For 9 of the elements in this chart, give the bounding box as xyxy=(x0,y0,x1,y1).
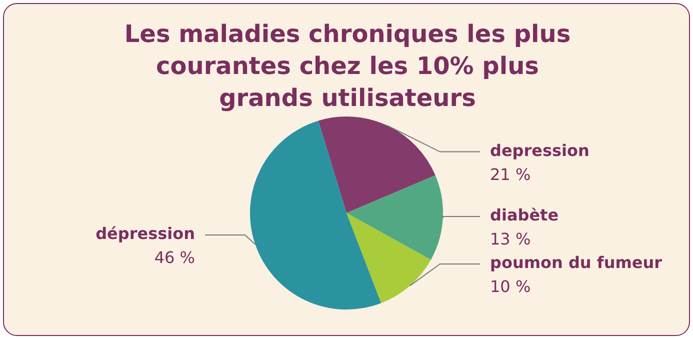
data-label: 10 % xyxy=(490,277,531,296)
slice-label: poumon du fumeur xyxy=(490,253,662,272)
data-label: 21 % xyxy=(490,164,531,184)
data-label: 13 % xyxy=(490,230,531,249)
slice-label: dépression xyxy=(96,224,195,244)
slice-label: depression xyxy=(490,140,590,160)
data-label: 46 % xyxy=(154,248,195,268)
slice-label: diabète xyxy=(490,206,559,225)
chart-title: Les maladies chroniques les plus courantes chez les 10% plus grands utilisateurs xyxy=(123,19,572,114)
